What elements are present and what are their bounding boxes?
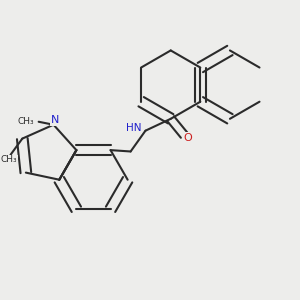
Text: CH₃: CH₃ <box>17 117 34 126</box>
Text: HN: HN <box>125 123 141 133</box>
Text: O: O <box>184 133 192 142</box>
Text: N: N <box>50 115 59 125</box>
Text: CH₃: CH₃ <box>1 155 17 164</box>
